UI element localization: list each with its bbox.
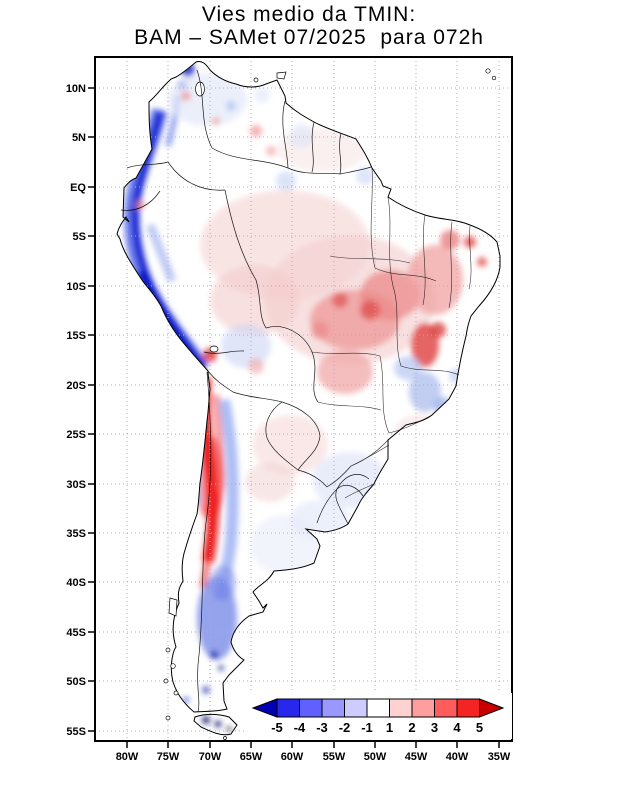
colorbar-label: -5 [271, 720, 283, 735]
lat-label: 15S [66, 330, 86, 342]
map-frame [94, 56, 513, 742]
state-borders [311, 167, 472, 499]
colorbar-segment [299, 698, 323, 718]
colorbar-label: -4 [294, 720, 306, 735]
colorbar: -5 -4 -3 -2 -1 1 2 3 4 5 [246, 693, 512, 739]
map-title-line1: Vies medio da TMIN: [201, 3, 417, 26]
colorbar-label: -2 [339, 720, 351, 735]
lon-label: 70W [199, 751, 222, 763]
lat-label: 5S [73, 231, 86, 243]
colorbar-segment [456, 698, 480, 718]
colorbar-segment [366, 698, 390, 718]
lon-label: 50W [364, 751, 387, 763]
lat-label: 10N [66, 83, 86, 95]
colorbar-segment [276, 698, 300, 718]
lat-label: 40S [66, 577, 86, 589]
colorbar-label: 2 [408, 720, 415, 735]
lon-label: 40W [446, 751, 469, 763]
axis-ticks [88, 87, 500, 748]
latitude-axis: 10N 5N EQ 5S 10S 15S 20S 25S 30S 35S 40S… [66, 83, 87, 738]
lat-label: 55S [66, 726, 86, 738]
lat-label: 35S [66, 528, 86, 540]
lat-label: 50S [66, 676, 86, 688]
colorbar-label: -3 [316, 720, 328, 735]
coastline [116, 61, 501, 736]
longitude-axis: 80W 75W 70W 65W 60W 55W 50W 45W 40W 35W [116, 751, 511, 763]
colorbar-right-arrow [479, 698, 505, 718]
islands-and-lakes [163, 68, 497, 740]
colorbar-segment [411, 698, 435, 718]
lat-label: 20S [66, 380, 86, 392]
map-title-line2: BAM – SAMet 07/2025 para 072h [134, 26, 484, 49]
lat-label: 5N [72, 132, 86, 144]
colorbar-label: 5 [476, 720, 483, 735]
lon-label: 65W [240, 751, 263, 763]
lon-label: 45W [405, 751, 428, 763]
lon-label: 75W [157, 751, 180, 763]
lat-label: 30S [66, 479, 86, 491]
colorbar-label: 4 [453, 720, 461, 735]
colorbar-segment [344, 698, 368, 718]
lat-label: EQ [70, 182, 86, 194]
colorbar-segment [389, 698, 413, 718]
lon-label: 80W [116, 751, 139, 763]
colorbar-segment [434, 698, 458, 718]
colorbar-segment [321, 698, 345, 718]
colorbar-label: 1 [386, 720, 393, 735]
colorbar-label: -1 [361, 720, 373, 735]
colorbar-labels: -5 -4 -3 -2 -1 1 2 3 4 5 [271, 720, 483, 735]
country-borders [120, 69, 372, 713]
colorbar-label: 3 [431, 720, 438, 735]
lat-label: 25S [66, 429, 86, 441]
lon-label: 60W [281, 751, 304, 763]
lon-label: 55W [323, 751, 346, 763]
lon-label: 35W [488, 751, 511, 763]
lat-label: 10S [66, 281, 86, 293]
lat-label: 45S [66, 627, 86, 639]
